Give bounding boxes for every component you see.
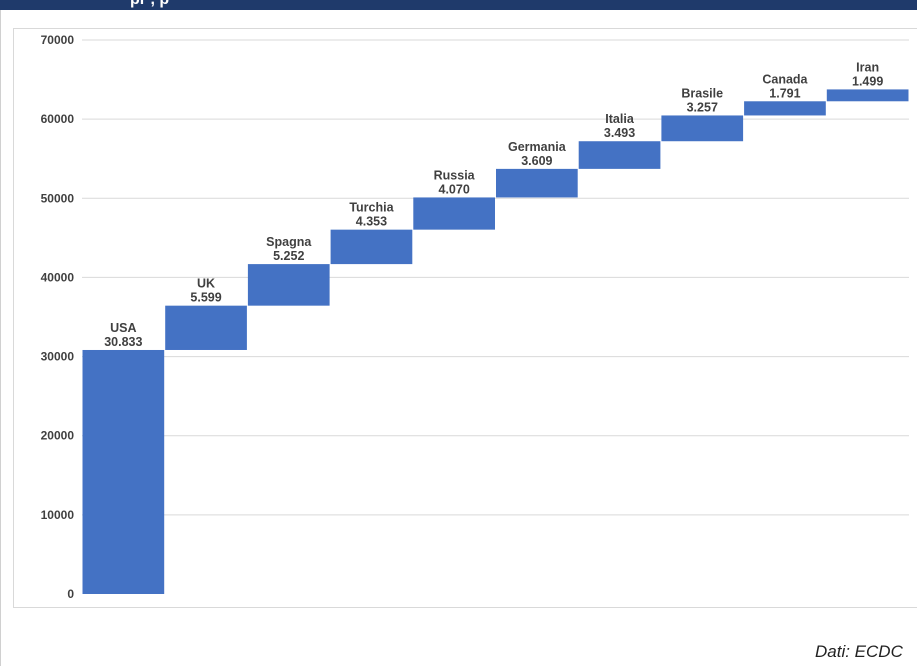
category-label: Turchia [349,201,394,215]
title-banner: pr , p [0,0,917,10]
bar [496,168,578,198]
category-label: UK [197,277,215,291]
data-label: 1.499 [852,74,883,88]
data-label: 5.599 [190,291,221,305]
left-rule [0,10,1,666]
data-label: 3.493 [604,126,635,140]
data-label: 3.609 [521,154,552,168]
data-label: 30.833 [104,335,142,349]
data-label: 4.353 [356,215,387,229]
category-label: Iran [856,60,879,74]
bar [82,349,165,594]
data-label: 5.252 [273,249,304,263]
y-tick-label: 50000 [41,191,75,205]
bar [826,89,909,102]
bar [247,264,330,306]
data-label: 3.257 [687,100,718,114]
y-tick-label: 30000 [41,350,75,364]
y-tick-label: 40000 [41,270,75,284]
data-label: 1.791 [769,86,800,100]
bar [413,197,495,230]
category-label: Germania [508,140,567,154]
y-tick-label: 20000 [41,429,75,443]
bar [165,305,247,350]
category-label: Canada [762,72,808,86]
data-label: 4.070 [439,182,470,196]
y-tick-label: 10000 [41,508,75,522]
bar [578,141,661,169]
category-label: Brasile [681,86,723,100]
y-tick-label: 0 [67,587,74,601]
bar [330,229,413,265]
category-label: Italia [605,112,635,126]
category-label: USA [110,321,136,335]
banner-title: pr , p [130,0,169,9]
category-label: Russia [434,168,476,182]
source-note: Dati: ECDC [815,642,903,661]
y-tick-label: 60000 [41,112,75,126]
bar [661,115,744,142]
category-label: Spagna [266,235,312,249]
bar [744,101,826,116]
y-tick-label: 70000 [41,33,75,47]
